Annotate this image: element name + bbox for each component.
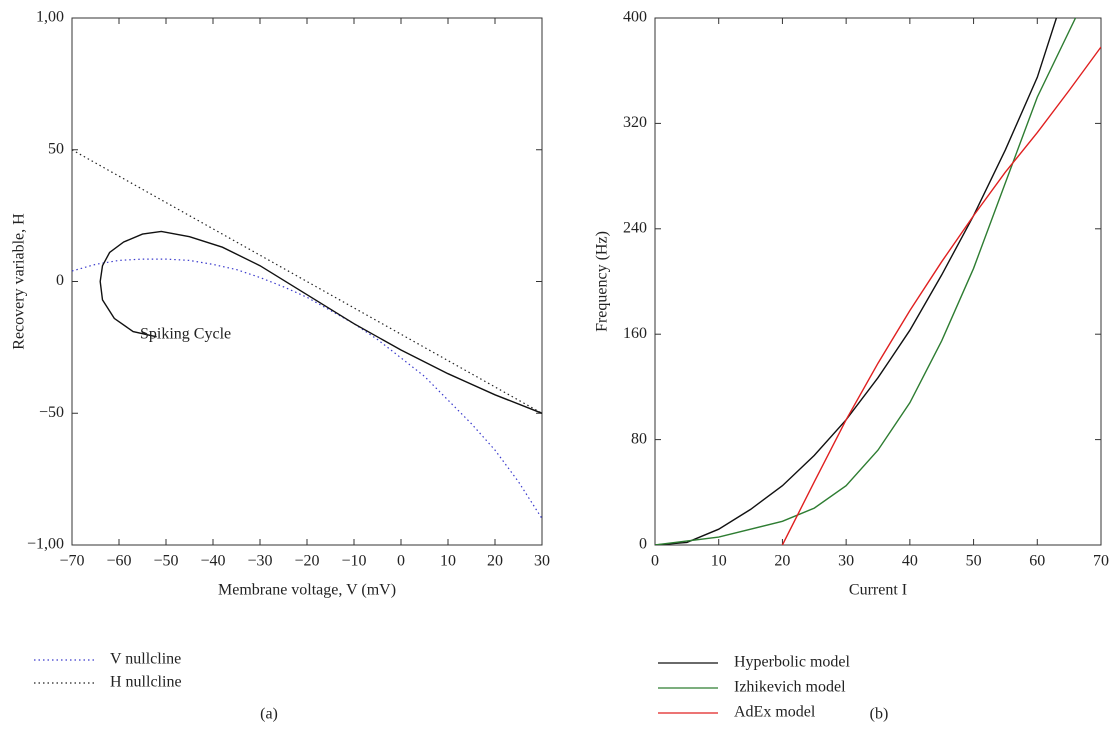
legend-label: AdEx model	[734, 704, 816, 721]
y-tick-label: 80	[631, 430, 647, 447]
x-tick-label: 30	[838, 553, 854, 570]
y-axis-label: Recovery variable, H	[11, 213, 28, 350]
x-tick-label: 70	[1093, 553, 1109, 570]
series-line	[655, 18, 1077, 545]
x-axis-label: Current I	[849, 582, 907, 599]
x-tick-label: 60	[1029, 553, 1045, 570]
panel-label: (a)	[260, 706, 278, 723]
y-axis-label: Frequency (Hz)	[594, 231, 611, 332]
x-tick-label: −20	[294, 553, 319, 570]
x-tick-label: −10	[341, 553, 366, 570]
x-tick-label: 10	[711, 553, 727, 570]
y-tick-label: 50	[48, 140, 64, 157]
y-tick-label: −50	[39, 404, 64, 421]
plot-frame	[71, 17, 543, 546]
x-tick-label: 30	[534, 553, 550, 570]
y-tick-label: 1,00	[36, 9, 64, 26]
x-tick-label: 40	[902, 553, 918, 570]
panel-label: (b)	[870, 706, 889, 723]
x-axis-label: Membrane voltage, V (mV)	[218, 582, 396, 599]
x-tick-label: 50	[966, 553, 982, 570]
y-tick-label: 0	[639, 536, 647, 553]
series-line	[99, 230, 542, 414]
x-tick-label: 20	[487, 553, 503, 570]
legend-label: V nullcline	[110, 651, 181, 668]
y-tick-label: 320	[623, 114, 647, 131]
plot-frame	[654, 17, 1102, 546]
x-tick-label: −60	[106, 553, 131, 570]
legend-label: H nullcline	[110, 674, 182, 691]
x-tick-label: 10	[440, 553, 456, 570]
series-line	[72, 149, 542, 414]
y-tick-label: 0	[56, 272, 64, 289]
y-tick-label: 400	[623, 9, 647, 26]
x-tick-label: −70	[59, 553, 84, 570]
legend-label: Hyperbolic model	[734, 654, 851, 671]
x-tick-label: 0	[397, 553, 405, 570]
annotation: Spiking Cycle	[140, 326, 231, 343]
y-tick-label: 240	[623, 219, 647, 236]
legend-label: Izhikevich model	[734, 679, 846, 696]
x-tick-label: −50	[153, 553, 178, 570]
y-tick-label: −1,00	[27, 536, 64, 553]
x-tick-label: −30	[247, 553, 272, 570]
series-line	[781, 46, 1101, 545]
x-tick-label: 0	[651, 553, 659, 570]
y-tick-label: 160	[623, 325, 647, 342]
x-tick-label: 20	[774, 553, 790, 570]
x-tick-label: −40	[200, 553, 225, 570]
series-line	[655, 18, 1058, 545]
series-line	[72, 258, 542, 519]
